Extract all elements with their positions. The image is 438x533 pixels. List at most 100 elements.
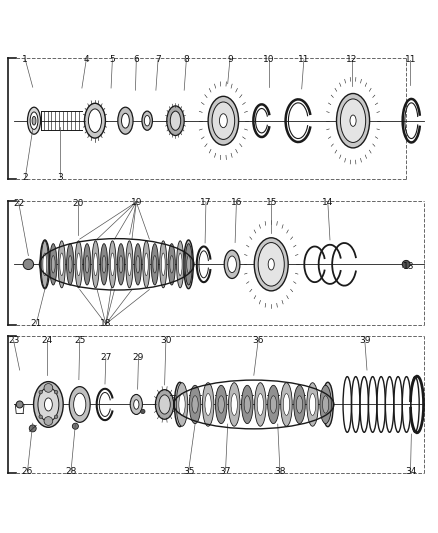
Ellipse shape — [244, 396, 251, 413]
Ellipse shape — [121, 114, 129, 128]
Text: 18: 18 — [100, 319, 112, 328]
Ellipse shape — [75, 241, 82, 288]
Ellipse shape — [167, 106, 184, 135]
Ellipse shape — [179, 393, 185, 415]
Text: 30: 30 — [160, 336, 172, 345]
Ellipse shape — [119, 256, 123, 273]
Circle shape — [39, 415, 42, 418]
Circle shape — [44, 417, 53, 425]
Ellipse shape — [268, 259, 274, 270]
Text: 23: 23 — [8, 336, 19, 345]
Text: 20: 20 — [72, 199, 83, 208]
Circle shape — [402, 261, 410, 268]
Ellipse shape — [219, 114, 227, 128]
Ellipse shape — [45, 398, 52, 411]
Ellipse shape — [41, 241, 48, 288]
Text: 3: 3 — [57, 173, 63, 182]
Ellipse shape — [218, 396, 224, 413]
Ellipse shape — [340, 99, 366, 142]
Ellipse shape — [159, 395, 170, 414]
Text: 4: 4 — [84, 55, 89, 64]
Ellipse shape — [40, 240, 49, 289]
Ellipse shape — [49, 244, 57, 285]
Ellipse shape — [309, 393, 316, 415]
Text: 17: 17 — [200, 198, 212, 207]
Text: 14: 14 — [322, 198, 333, 207]
Text: 15: 15 — [265, 198, 277, 207]
Ellipse shape — [60, 253, 64, 276]
Ellipse shape — [130, 394, 142, 415]
Text: 12: 12 — [346, 55, 357, 64]
Ellipse shape — [142, 111, 152, 130]
Text: 11: 11 — [298, 55, 310, 64]
Text: 35: 35 — [183, 466, 194, 475]
Circle shape — [72, 423, 78, 429]
Circle shape — [23, 259, 34, 270]
Ellipse shape — [34, 382, 63, 427]
Ellipse shape — [283, 393, 290, 415]
Ellipse shape — [307, 383, 318, 426]
Text: 22: 22 — [13, 199, 25, 208]
Text: 34: 34 — [405, 466, 416, 475]
Ellipse shape — [258, 243, 284, 286]
Text: 9: 9 — [227, 55, 233, 64]
Ellipse shape — [68, 256, 72, 273]
Ellipse shape — [254, 383, 266, 426]
Ellipse shape — [187, 256, 191, 273]
Ellipse shape — [231, 393, 237, 415]
Ellipse shape — [84, 244, 91, 285]
Text: 27: 27 — [100, 353, 112, 362]
Circle shape — [16, 401, 23, 408]
Ellipse shape — [224, 250, 240, 278]
Ellipse shape — [208, 96, 239, 145]
Text: 25: 25 — [74, 336, 85, 345]
Ellipse shape — [51, 256, 55, 273]
Ellipse shape — [281, 383, 292, 426]
Text: 6: 6 — [134, 55, 139, 64]
Ellipse shape — [160, 241, 167, 288]
Ellipse shape — [350, 115, 356, 126]
Ellipse shape — [145, 116, 150, 126]
Text: 29: 29 — [133, 353, 144, 362]
Ellipse shape — [117, 244, 124, 285]
Text: 1: 1 — [22, 55, 28, 64]
Ellipse shape — [30, 112, 38, 130]
Ellipse shape — [189, 385, 201, 424]
Ellipse shape — [170, 111, 181, 130]
Ellipse shape — [151, 244, 159, 285]
Ellipse shape — [77, 253, 81, 276]
Text: 13: 13 — [403, 262, 414, 271]
Ellipse shape — [170, 256, 173, 273]
Ellipse shape — [58, 241, 65, 288]
Ellipse shape — [178, 253, 182, 276]
Ellipse shape — [85, 256, 89, 273]
Text: 8: 8 — [184, 55, 189, 64]
Text: 11: 11 — [405, 55, 416, 64]
Ellipse shape — [202, 383, 214, 426]
Ellipse shape — [94, 253, 98, 276]
Ellipse shape — [257, 393, 264, 415]
Circle shape — [54, 390, 58, 394]
Circle shape — [44, 384, 53, 392]
Ellipse shape — [92, 241, 99, 288]
Circle shape — [29, 425, 36, 432]
Ellipse shape — [177, 241, 184, 288]
Ellipse shape — [241, 385, 253, 424]
Ellipse shape — [205, 393, 211, 415]
Ellipse shape — [28, 107, 41, 134]
Ellipse shape — [85, 103, 106, 138]
Ellipse shape — [212, 102, 235, 140]
Ellipse shape — [268, 385, 279, 424]
Text: 21: 21 — [31, 319, 42, 328]
Ellipse shape — [32, 116, 36, 125]
Ellipse shape — [67, 244, 74, 285]
Ellipse shape — [134, 400, 139, 409]
Ellipse shape — [161, 253, 165, 276]
Text: 10: 10 — [263, 55, 275, 64]
Text: 28: 28 — [65, 466, 77, 475]
Ellipse shape — [168, 244, 175, 285]
Text: 24: 24 — [42, 336, 53, 345]
Ellipse shape — [100, 244, 108, 285]
Ellipse shape — [136, 256, 140, 273]
Text: 5: 5 — [110, 55, 115, 64]
